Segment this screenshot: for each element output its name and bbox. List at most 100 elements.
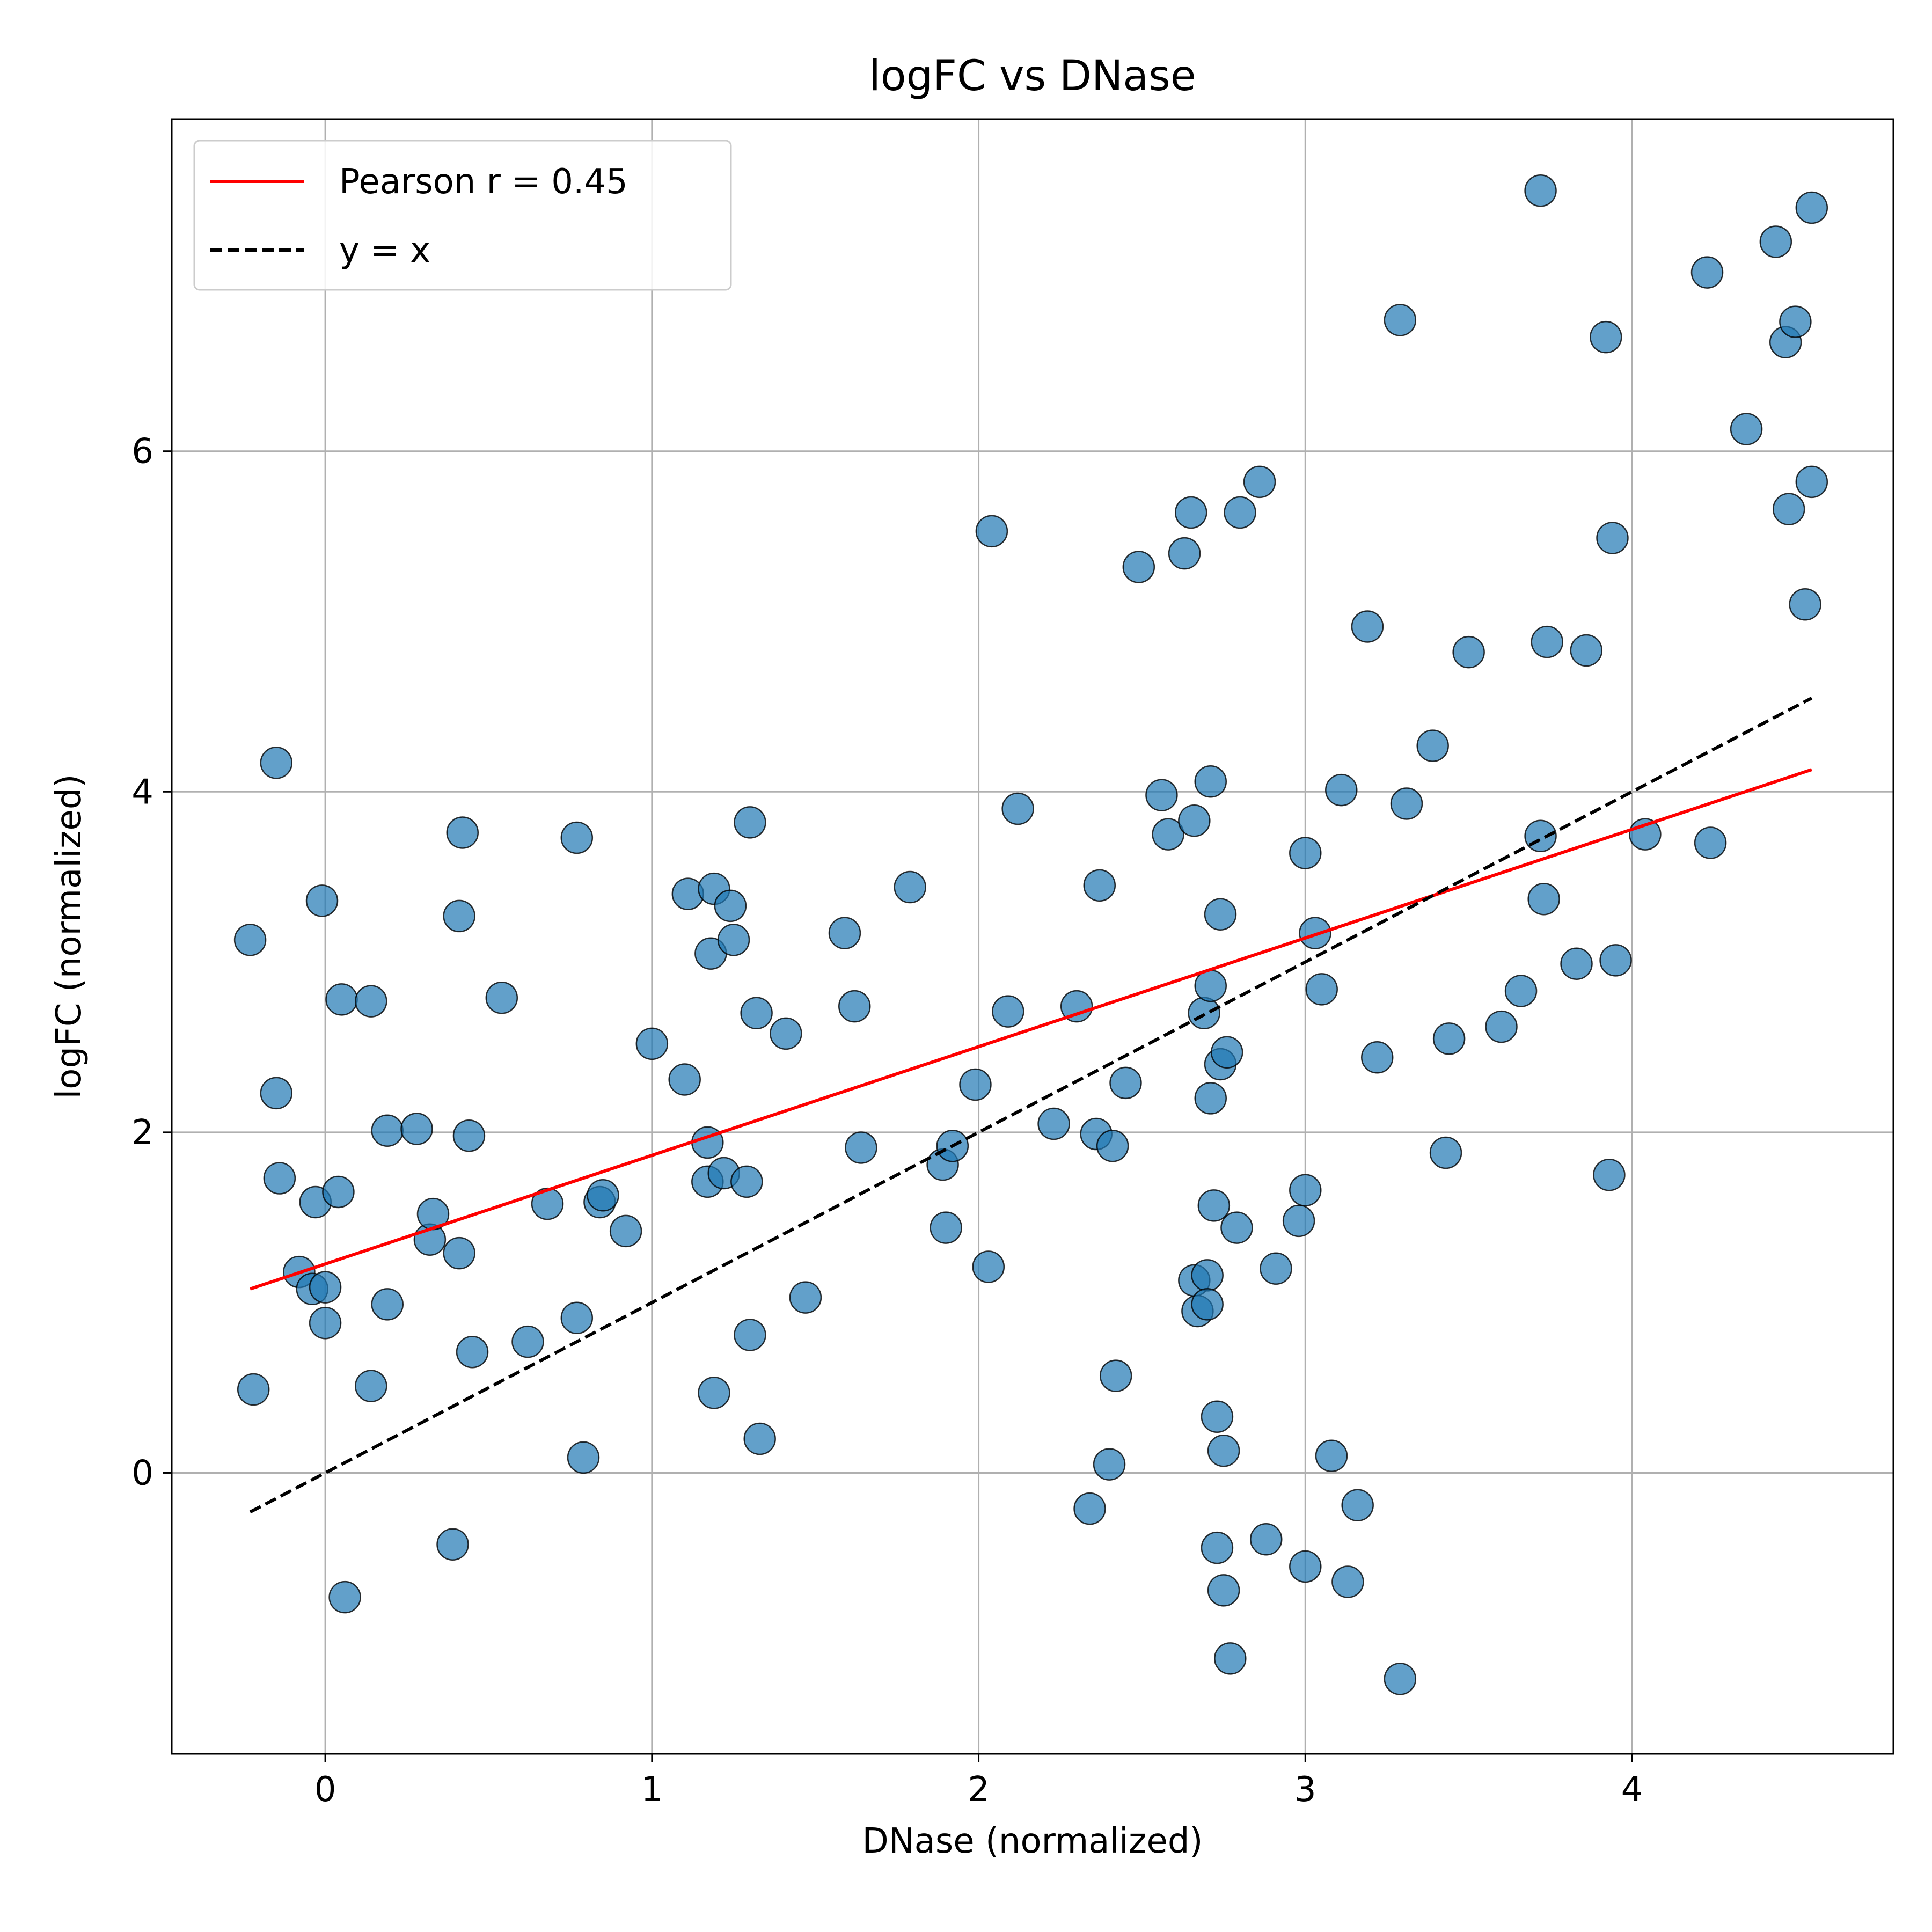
- scatter-point: [1191, 1259, 1224, 1292]
- y-tick-label: 0: [131, 1453, 153, 1493]
- scatter-point: [1351, 610, 1384, 643]
- scatter-point: [233, 924, 267, 956]
- scatter-point: [305, 884, 339, 917]
- scatter-point: [567, 1441, 600, 1474]
- scatter-point: [1331, 1565, 1364, 1598]
- scatter-point: [1590, 320, 1622, 354]
- scatter-point: [1779, 305, 1812, 338]
- scatter-point: [789, 1281, 822, 1314]
- scatter-point: [609, 1214, 642, 1248]
- y-tick-label: 2: [131, 1113, 153, 1153]
- scatter-point: [263, 1162, 296, 1195]
- scatter-point: [400, 1113, 433, 1145]
- scatter-point: [325, 983, 358, 1016]
- scatter-point: [1099, 1359, 1132, 1392]
- scatter-point: [443, 899, 475, 933]
- scatter-point: [1384, 1663, 1417, 1695]
- scatter-point: [1384, 304, 1417, 336]
- legend: Pearson r = 0.45 y = x: [193, 140, 732, 291]
- pearson-fit-line: [250, 768, 1812, 1291]
- scatter-point: [1210, 1036, 1243, 1069]
- scatter-point: [668, 1063, 701, 1096]
- scatter-point: [1282, 1204, 1315, 1238]
- legend-entry-identity: y = x: [339, 231, 430, 270]
- scatter-point: [975, 515, 1008, 548]
- scatter-point: [1289, 1174, 1322, 1207]
- x-tick-label: 2: [968, 1770, 990, 1810]
- scatter-point: [309, 1307, 342, 1340]
- scatter-point: [1360, 1041, 1394, 1074]
- scatter-point: [717, 924, 750, 956]
- scatter-point: [443, 1236, 475, 1270]
- axis-ticks: 0 1 2 3 4 0 2 4 6: [131, 432, 1643, 1810]
- scatter-point: [1570, 634, 1603, 667]
- scatter-point: [456, 1335, 489, 1368]
- scatter-point: [845, 1131, 877, 1164]
- y-tick-label: 6: [131, 432, 153, 472]
- scatter-point: [1122, 551, 1155, 583]
- y-tick-label: 4: [131, 772, 153, 812]
- x-tick-label: 1: [641, 1770, 663, 1810]
- scatter-point: [730, 1165, 763, 1198]
- scatter-point: [1096, 1130, 1129, 1162]
- scatter-point: [770, 1017, 802, 1050]
- scatter-point: [1194, 969, 1227, 1002]
- x-axis-label: DNase (normalized): [862, 1821, 1203, 1861]
- x-tick-label: 3: [1294, 1770, 1316, 1810]
- scatter-point: [1341, 1489, 1374, 1522]
- scatter-point: [1795, 191, 1828, 224]
- scatter-point: [930, 1211, 962, 1244]
- scatter-point: [1037, 1107, 1070, 1140]
- scatter-point: [560, 821, 594, 854]
- identity-line: [249, 697, 1813, 1514]
- scatter-point: [1694, 826, 1727, 859]
- scatter-point: [309, 1271, 342, 1304]
- y-axis-label: logFC (normalized): [49, 774, 89, 1099]
- scatter-point: [959, 1068, 992, 1101]
- scatter-point: [1197, 1189, 1231, 1222]
- scatter-point: [1305, 973, 1338, 1006]
- scatter-point: [485, 981, 518, 1014]
- scatter-point: [1201, 1400, 1234, 1433]
- scatter-point: [1243, 465, 1276, 499]
- scatter-point: [1596, 522, 1629, 554]
- scatter-point: [828, 917, 861, 949]
- scatter-point: [1178, 804, 1211, 837]
- scatter-point: [1109, 1066, 1142, 1100]
- scatter-point: [1174, 496, 1208, 529]
- scatter-point: [237, 1373, 270, 1406]
- scatter-point: [355, 1370, 387, 1402]
- scatter-point: [1289, 1550, 1322, 1583]
- trend-lines: [249, 697, 1813, 1514]
- scatter-point: [1759, 225, 1792, 258]
- scatter-point: [740, 997, 773, 1030]
- scatter-point: [560, 1301, 594, 1334]
- scatter-point: [894, 870, 926, 904]
- scatter-point: [1524, 174, 1557, 207]
- scatter-point: [1795, 465, 1828, 499]
- scatter-point: [371, 1288, 404, 1321]
- scatter-point: [355, 985, 387, 1018]
- scatter-point: [1452, 635, 1485, 669]
- scatter-point: [1416, 729, 1449, 762]
- scatter-points: [233, 174, 1828, 1695]
- scatter-point: [1315, 1439, 1348, 1472]
- scatter-point: [260, 747, 293, 779]
- scatter-point: [1249, 1523, 1283, 1556]
- plot-frame: [171, 118, 1894, 1755]
- scatter-point: [371, 1114, 404, 1147]
- scatter-point: [1390, 787, 1423, 820]
- scatter-point: [1429, 1136, 1462, 1169]
- scatter-point: [1690, 256, 1724, 289]
- scatter-point: [1531, 625, 1563, 658]
- scatter-point: [446, 816, 479, 849]
- scatter-point: [1201, 1531, 1234, 1564]
- scatter-point: [972, 1250, 1005, 1283]
- scatter-point: [531, 1187, 564, 1220]
- scatter-point: [1207, 1434, 1240, 1467]
- grid-lines: [172, 119, 1893, 1754]
- scatter-point: [1599, 944, 1632, 977]
- scatter-point: [1145, 779, 1178, 811]
- scatter-point: [1593, 1158, 1626, 1191]
